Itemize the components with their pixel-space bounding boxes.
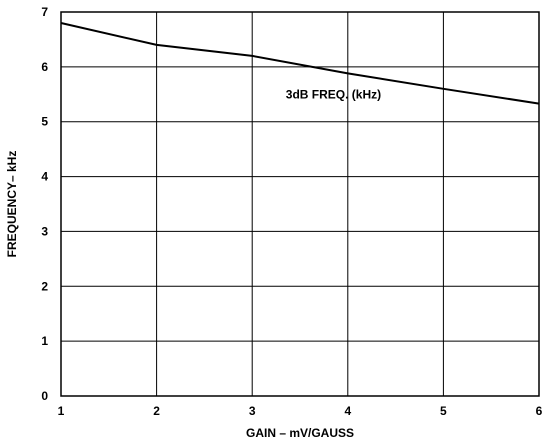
y-tick-label: 2 [41, 279, 48, 293]
y-tick-label: 4 [41, 170, 48, 184]
grid [60, 11, 540, 397]
x-tick-label: 1 [58, 404, 65, 418]
y-tick-label: 1 [41, 334, 48, 348]
y-tick-label: 3 [41, 224, 48, 238]
y-tick-label: 7 [41, 5, 48, 19]
series-line-3db-freq [60, 22, 540, 105]
plot-frame [60, 11, 540, 397]
y-tick-label: 0 [41, 389, 48, 403]
x-tick-label: 6 [536, 404, 543, 418]
x-tick-label: 4 [344, 404, 351, 418]
x-axis-label: GAIN – mV/GAUSS [246, 426, 354, 440]
x-tick-label: 5 [440, 404, 447, 418]
y-tick-label: 6 [41, 60, 48, 74]
x-tick-label: 3 [249, 404, 256, 418]
y-tick-label: 5 [41, 115, 48, 129]
y-axis-label: FREQUENCY– kHz [5, 151, 19, 258]
x-tick-labels: 1 2 3 4 5 6 [58, 404, 543, 418]
series-label-3db-freq: 3dB FREQ. (kHz) [286, 87, 381, 101]
x-tick-label: 2 [153, 404, 160, 418]
y-tick-labels: 0 1 2 3 4 5 6 7 [41, 5, 48, 403]
